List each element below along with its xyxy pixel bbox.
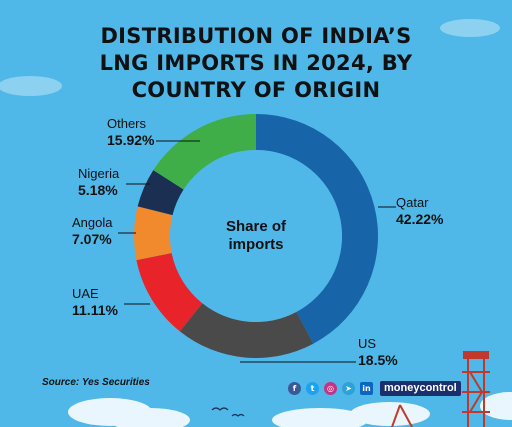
telegram-icon[interactable]: ➤ [342, 382, 355, 395]
slice-us [179, 303, 314, 358]
slice-others [153, 113, 256, 190]
label-others-name: Others [107, 116, 147, 131]
label-angola: Angola 7.07% [72, 215, 113, 247]
label-qatar-name: Qatar [396, 195, 429, 210]
label-qatar: Qatar 42.22% [396, 195, 444, 227]
label-others-value: 15.92% [107, 131, 155, 148]
donut-hole [170, 150, 342, 322]
source-note: Source: Yes Securities [42, 377, 150, 388]
slice-nigeria [137, 170, 184, 216]
instagram-icon[interactable]: ◎ [324, 382, 337, 395]
slice-angola [134, 206, 173, 261]
linkedin-icon[interactable]: in [360, 382, 373, 395]
label-angola-name: Angola [72, 215, 113, 230]
label-uae-name: UAE [72, 286, 99, 301]
moneycontrol-logo[interactable]: moneycontrol [380, 381, 461, 396]
label-uae-value: 11.11% [72, 301, 118, 318]
chart-title-line-3: COUNTRY OF ORIGIN [131, 78, 381, 102]
label-uae: UAE 11.11% [72, 286, 118, 318]
donut-center-label: Share of imports [196, 218, 316, 254]
label-us: US 18.5% [358, 336, 398, 368]
label-us-value: 18.5% [358, 351, 398, 368]
label-others: Others 15.92% [107, 116, 155, 148]
center-label-line-1: Share of [225, 218, 286, 235]
chart-title-line-1: DISTRIBUTION OF INDIA’S [100, 24, 412, 48]
label-qatar-value: 42.22% [396, 210, 444, 227]
label-us-name: US [358, 336, 377, 351]
label-angola-value: 7.07% [72, 230, 112, 247]
slice-qatar [256, 114, 378, 344]
label-nigeria-name: Nigeria [78, 166, 120, 181]
gull-icon [211, 407, 245, 417]
label-nigeria: Nigeria 5.18% [78, 166, 120, 198]
chart-title-line-2: LNG IMPORTS IN 2024, BY [99, 51, 413, 75]
label-leader-lines [118, 140, 396, 363]
label-nigeria-value: 5.18% [78, 181, 118, 198]
slice-uae [136, 253, 203, 332]
twitter-icon[interactable]: t [306, 382, 319, 395]
donut-chart [134, 113, 378, 358]
oil-rig-icon [391, 351, 490, 427]
facebook-icon[interactable]: f [288, 382, 301, 395]
center-label-line-2: imports [228, 236, 284, 253]
